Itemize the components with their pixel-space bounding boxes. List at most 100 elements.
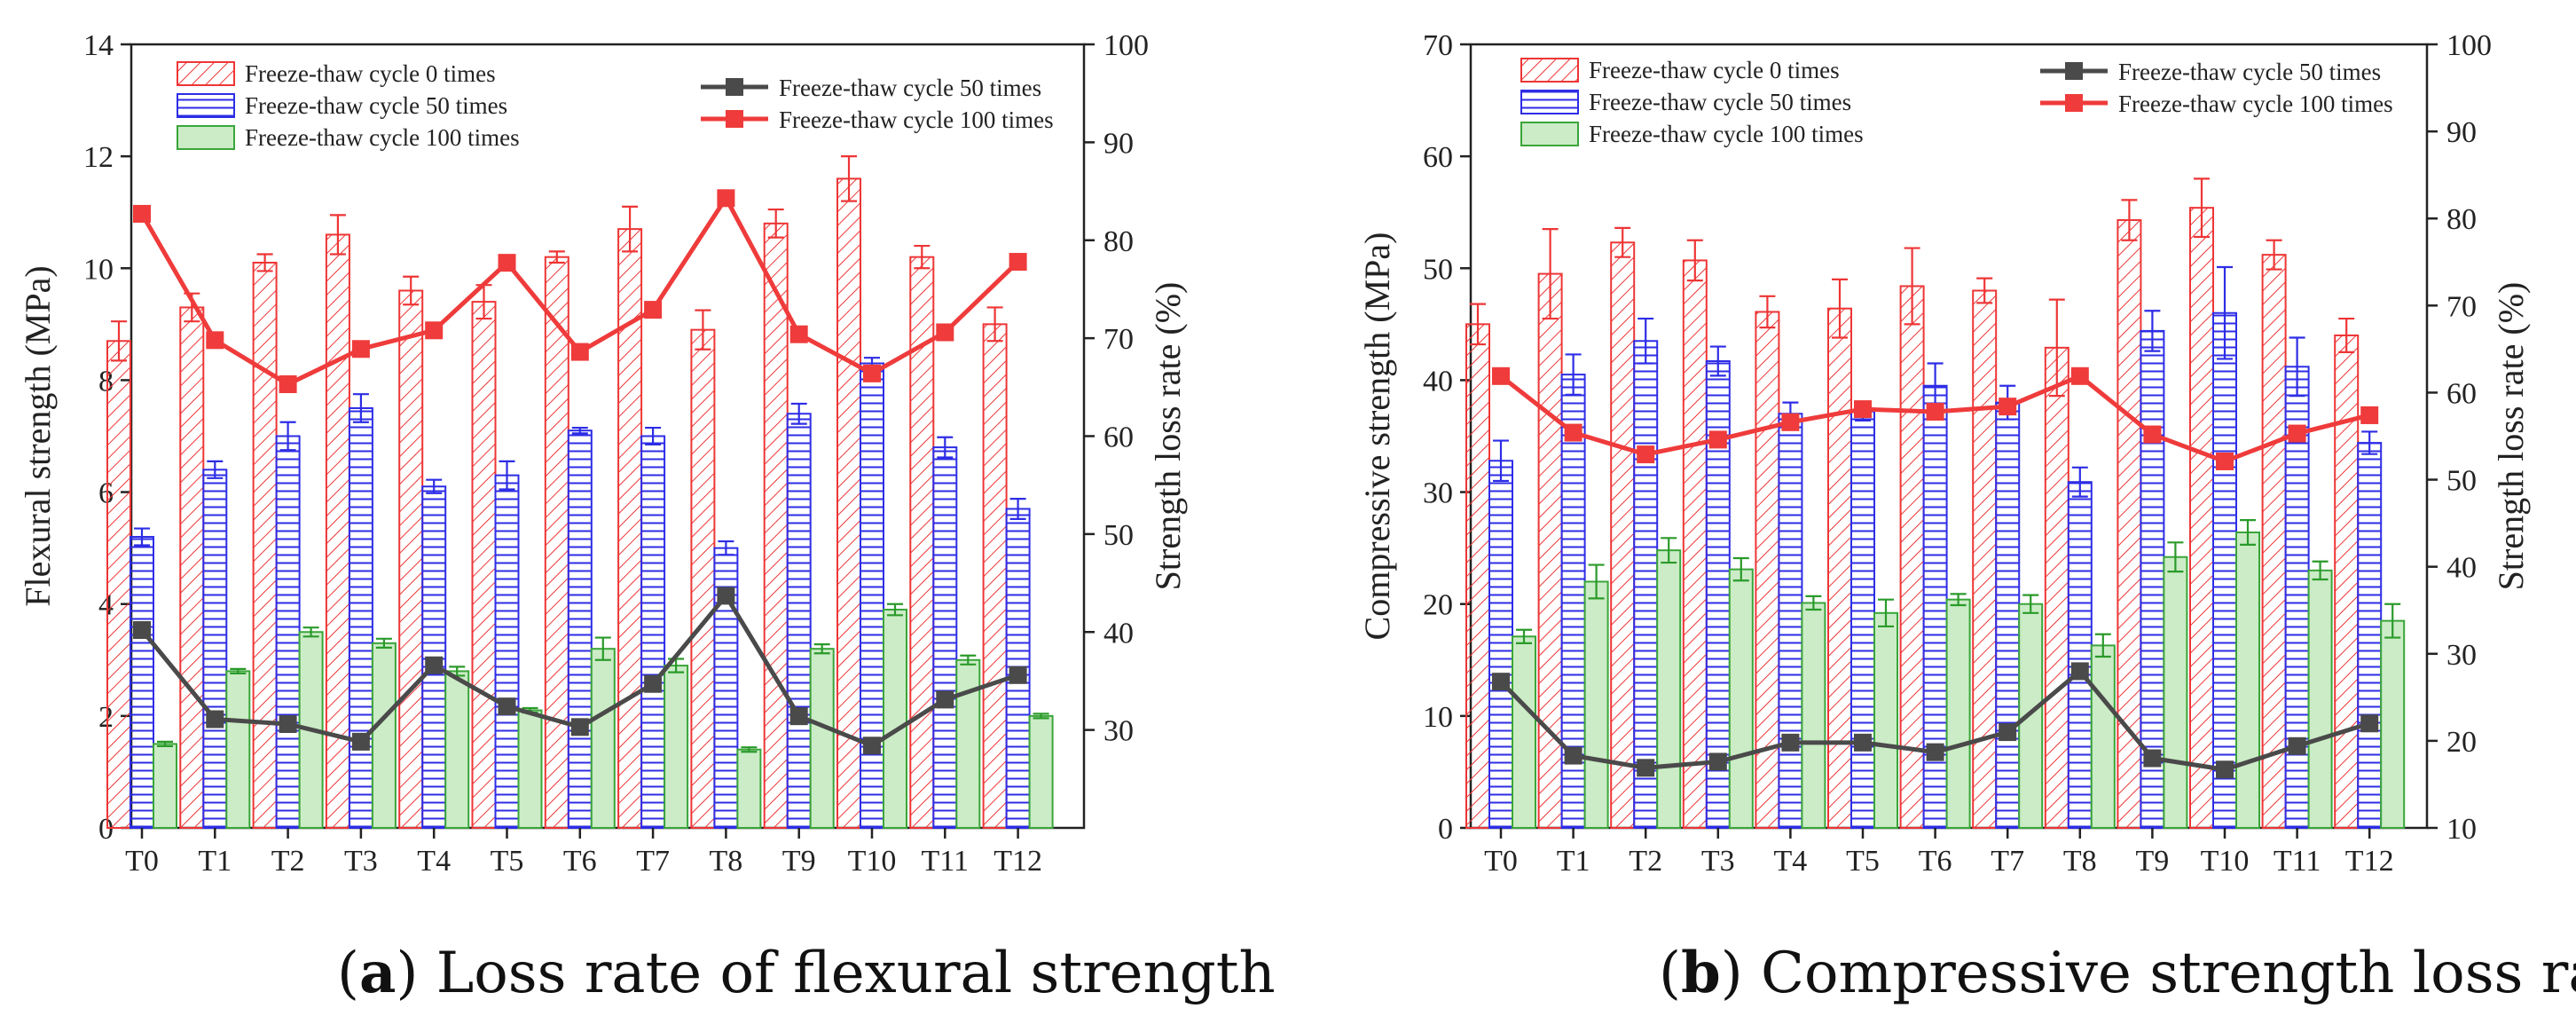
bar <box>2117 219 2142 829</box>
line-point <box>1781 733 1800 752</box>
caption-letter: a <box>359 940 396 1006</box>
legend-marker <box>2065 62 2083 80</box>
bar <box>1728 568 1754 829</box>
line-point <box>2070 662 2089 681</box>
x-tick-label: T12 <box>993 845 1042 878</box>
line-point <box>1492 366 1510 385</box>
bar <box>2067 481 2093 829</box>
caption-text: Compressive strength loss rate <box>1743 941 2576 1006</box>
x-tick-label: T7 <box>636 845 670 878</box>
line-point <box>936 690 954 709</box>
y2-tick-label: 60 <box>1103 421 1134 454</box>
legend-label: Freeze-thaw cycle 50 times <box>245 92 507 119</box>
bar <box>398 289 424 829</box>
y-tick-label: 0 <box>1438 813 1453 846</box>
line-point <box>717 189 735 208</box>
caption-paren-open: ( <box>337 941 359 1006</box>
bar <box>664 665 689 829</box>
legend-swatch <box>177 61 235 86</box>
bar <box>225 670 251 830</box>
y2-tick-label: 10 <box>2446 813 2477 846</box>
legend-marker <box>2065 94 2083 112</box>
y2-tick-label: 100 <box>2446 29 2492 62</box>
bar <box>1610 241 1636 830</box>
line-point <box>863 736 881 755</box>
line-point <box>2070 366 2089 385</box>
line-point <box>2216 452 2234 470</box>
bar <box>2334 334 2360 829</box>
bar <box>1850 410 1875 829</box>
line-point <box>206 710 224 729</box>
bar <box>2018 603 2044 830</box>
bar <box>690 328 716 829</box>
bar <box>1873 611 1898 830</box>
bar <box>640 435 666 829</box>
line-point <box>2360 406 2379 424</box>
x-tick-label: T11 <box>2274 845 2321 878</box>
bar <box>809 648 835 830</box>
bar <box>517 709 543 829</box>
legend-label: Freeze-thaw cycle 50 times <box>1589 89 1851 115</box>
bar <box>836 177 861 830</box>
x-tick-label: T10 <box>848 845 897 878</box>
bar <box>1778 413 1803 829</box>
legend-swatch <box>1520 90 1579 114</box>
x-tick-label: T4 <box>417 845 451 878</box>
bar <box>932 446 958 829</box>
y-tick-label: 12 <box>83 141 114 174</box>
bar <box>2212 311 2237 829</box>
legend-swatch <box>1520 58 1579 83</box>
bar <box>2044 346 2069 829</box>
legend-label: Freeze-thaw cycle 100 times <box>1589 121 1864 147</box>
legend-label: Freeze-thaw cycle 50 times <box>779 75 1041 101</box>
x-tick-label: T11 <box>922 845 970 878</box>
y2-tick-label: 20 <box>2446 726 2477 759</box>
y2-tick-label: 80 <box>1103 225 1134 258</box>
bar <box>1899 285 1925 829</box>
bar <box>2261 254 2287 829</box>
bar <box>955 658 981 829</box>
legend-label: Freeze-thaw cycle 100 times <box>245 124 520 151</box>
line-point <box>1492 673 1510 691</box>
x-tick-label: T5 <box>491 845 524 878</box>
y2-tick-label: 100 <box>1103 29 1149 62</box>
line-point <box>936 323 954 342</box>
line-point <box>2143 425 2162 444</box>
bar <box>1028 714 1054 829</box>
line-point <box>206 331 224 350</box>
bar <box>1465 323 1490 830</box>
legend-marker <box>726 78 743 96</box>
y2-tick-label: 30 <box>1103 715 1134 748</box>
y2-tick-label: 80 <box>2446 203 2477 236</box>
bar <box>444 670 470 830</box>
x-tick-label: T6 <box>1919 845 1952 878</box>
x-tick-label: T6 <box>563 845 597 878</box>
line-point <box>1854 400 1872 419</box>
bar <box>1537 272 1563 830</box>
legend-label: Freeze-thaw cycle 0 times <box>245 60 496 87</box>
bar <box>982 323 1008 830</box>
bar <box>2090 644 2116 829</box>
line-point <box>1564 423 1583 442</box>
line-point <box>133 621 151 640</box>
y2-tick-label: 50 <box>2446 465 2477 498</box>
x-tick-label: T1 <box>198 845 232 878</box>
line-point <box>1926 403 1944 421</box>
bar <box>2235 531 2260 829</box>
line-point <box>279 715 297 734</box>
line-point <box>789 707 808 726</box>
line-point <box>498 697 516 716</box>
y-tick-label: 40 <box>1423 365 1453 398</box>
bar <box>2380 619 2406 830</box>
y-tick-label: 10 <box>1423 701 1453 734</box>
line-point <box>2288 736 2306 755</box>
y2-tick-label: 70 <box>2446 290 2477 323</box>
bar <box>544 256 569 829</box>
bar <box>494 474 520 830</box>
panel-caption: (b) Compressive strength loss rate <box>1659 940 2576 1006</box>
bar <box>590 648 616 830</box>
bar <box>567 429 593 829</box>
legend-label: Freeze-thaw cycle 0 times <box>1589 57 1840 83</box>
y2-tick-label: 30 <box>2446 639 2477 672</box>
